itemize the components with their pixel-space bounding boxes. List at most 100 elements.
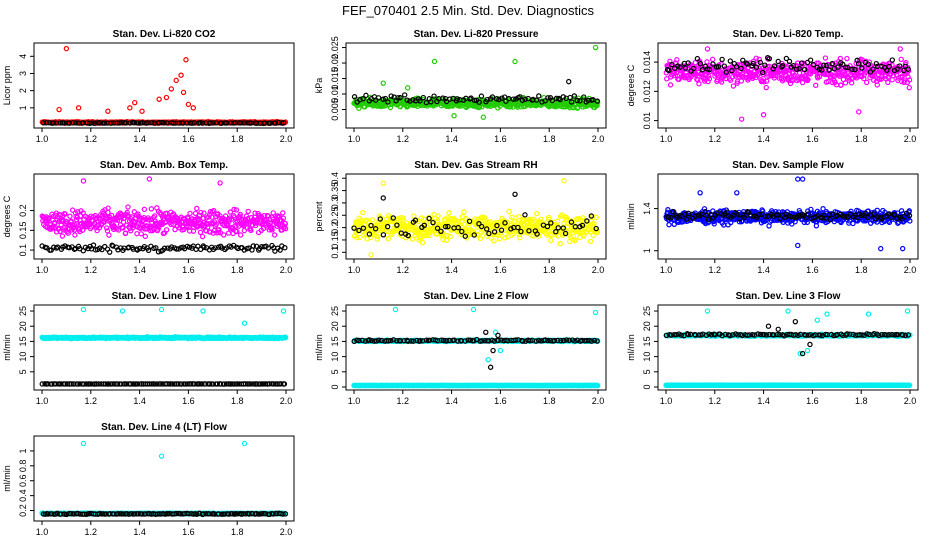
data-point [829, 60, 836, 67]
data-point [96, 120, 103, 126]
x-tick-label: 1.2 [397, 265, 410, 275]
data-point [526, 228, 532, 234]
data-point [120, 225, 126, 231]
data-point [405, 232, 411, 239]
panel-title: Stan. Dev. Li-820 Temp. [733, 29, 844, 40]
data-point [709, 56, 716, 63]
data-point-outlier [368, 252, 374, 258]
data-point [868, 212, 874, 218]
data-point [142, 233, 149, 240]
data-point [753, 55, 759, 61]
data-point [278, 381, 284, 387]
data-point [461, 209, 467, 215]
data-point [548, 237, 554, 244]
data-point [878, 63, 885, 70]
data-point [248, 227, 254, 233]
y-tick-label: 0.02 [330, 54, 340, 72]
data-point [95, 381, 102, 387]
plot-frame [657, 173, 919, 260]
data-point [92, 247, 99, 253]
data-point [172, 226, 178, 233]
data-point [115, 381, 121, 387]
data-point [199, 233, 206, 240]
data-point [786, 58, 793, 65]
data-point [885, 211, 892, 217]
data-point [272, 120, 279, 126]
y-tick-label: 0.1 [18, 244, 28, 257]
x-tick-label: 1.6 [806, 134, 819, 144]
data-points [351, 306, 601, 389]
data-point [548, 232, 554, 239]
data-point [207, 120, 213, 126]
series-secondary [40, 119, 287, 127]
data-point [557, 96, 563, 103]
data-point [700, 64, 706, 70]
data-point [756, 211, 762, 218]
data-point [478, 93, 485, 99]
data-point [43, 120, 49, 126]
data-point [719, 56, 725, 63]
data-point-outlier [512, 58, 518, 65]
data-point [351, 225, 357, 231]
data-point [522, 212, 528, 218]
data-point [458, 218, 465, 225]
data-point [40, 120, 47, 126]
data-point [898, 78, 905, 85]
data-point-outlier [451, 113, 457, 119]
data-point [744, 61, 751, 67]
data-point [445, 223, 451, 230]
data-point [395, 95, 401, 101]
data-point [827, 216, 833, 223]
data-point [434, 225, 441, 232]
data-point [282, 334, 289, 341]
data-point [728, 219, 734, 226]
data-point [94, 120, 100, 126]
x-tick-label: 1.4 [133, 396, 146, 406]
data-point [534, 210, 540, 217]
data-point [70, 120, 76, 126]
data-point [101, 120, 108, 126]
x-tick-label: 1.6 [182, 265, 195, 275]
data-point [258, 381, 264, 387]
data-point [271, 232, 278, 238]
data-point [447, 234, 453, 240]
y-tick-label: 0.01 [330, 85, 340, 103]
plot-frame [657, 42, 919, 129]
data-point [496, 235, 503, 242]
data-point [108, 120, 114, 126]
panel-title: Stan. Dev. Li-820 Pressure [414, 29, 539, 40]
data-point [205, 221, 211, 227]
data-point [844, 55, 850, 62]
y-tick-label: 25 [18, 306, 28, 316]
data-point [199, 120, 206, 126]
data-point [593, 214, 599, 221]
data-point [666, 67, 672, 74]
x-tick-label: 1.6 [182, 134, 195, 144]
data-point [161, 245, 168, 251]
data-point [587, 238, 594, 245]
data-point [407, 98, 413, 104]
y-tick-label: 0 [330, 384, 340, 389]
data-point [670, 208, 676, 215]
data-point [734, 211, 740, 217]
data-point [265, 245, 271, 251]
data-point [421, 222, 427, 229]
data-point [842, 71, 848, 77]
data-point [761, 79, 767, 85]
data-point [820, 62, 827, 68]
data-point [796, 66, 803, 72]
data-point [187, 210, 193, 217]
data-point [385, 235, 392, 242]
data-points [663, 46, 913, 122]
series-primary [351, 178, 601, 258]
data-point [50, 120, 57, 126]
data-point [280, 120, 287, 126]
data-point [585, 97, 591, 104]
data-point-outlier [105, 108, 111, 114]
data-point [394, 222, 400, 228]
data-point [581, 94, 587, 100]
data-point [252, 210, 258, 216]
data-point-outlier [200, 308, 206, 314]
data-point [66, 245, 72, 251]
data-point [108, 212, 115, 219]
